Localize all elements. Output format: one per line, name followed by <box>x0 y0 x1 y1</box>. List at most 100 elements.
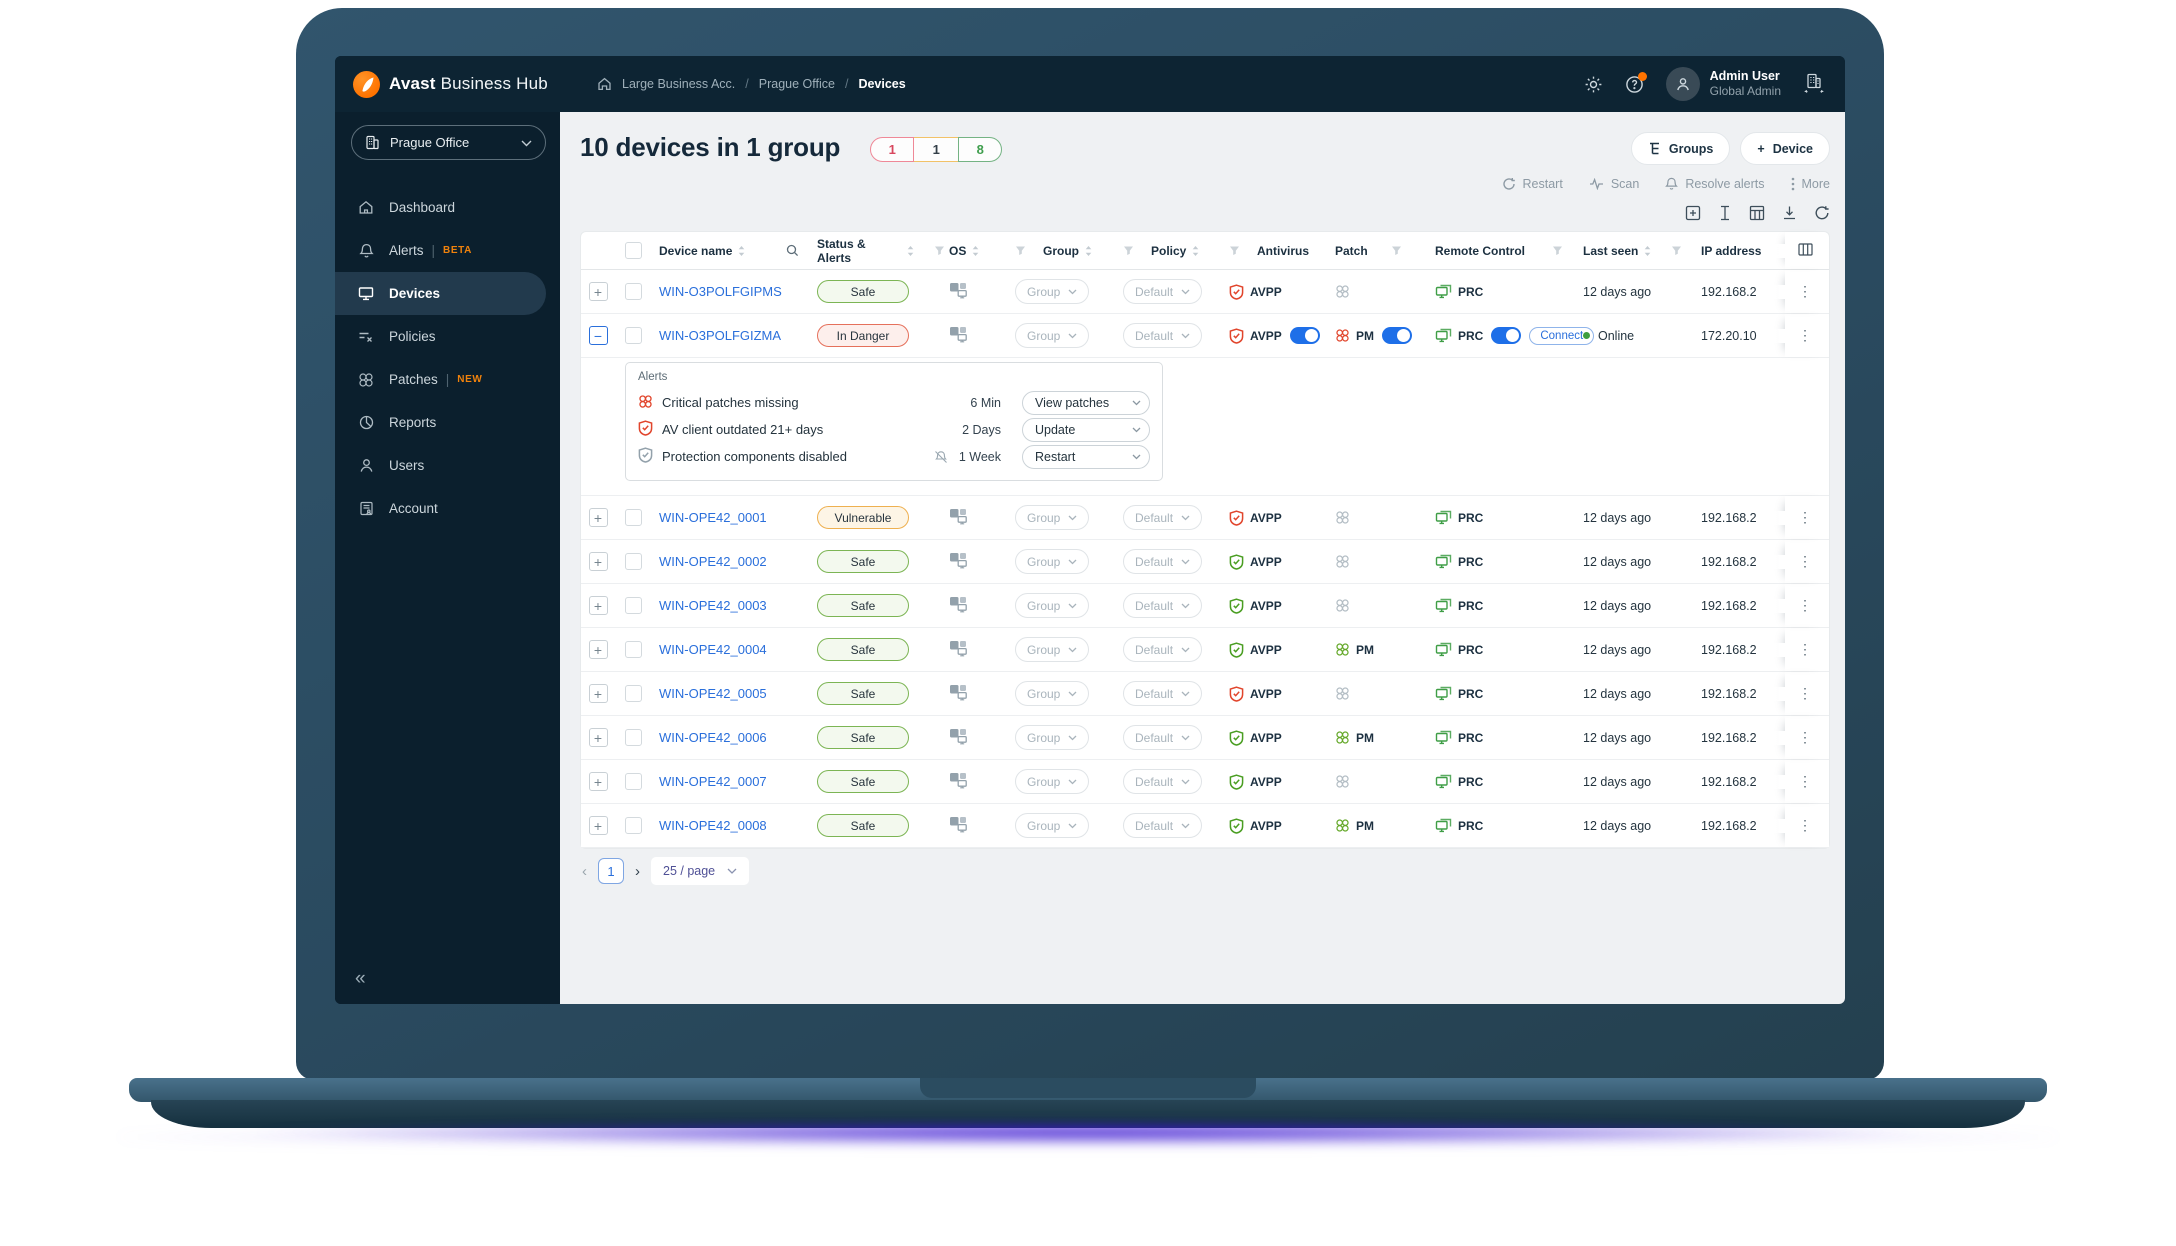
device-name-link[interactable]: WIN-OPE42_0005 <box>659 686 767 701</box>
device-name-link[interactable]: WIN-OPE42_0002 <box>659 554 767 569</box>
patch-toggle[interactable] <box>1382 327 1412 344</box>
sidebar-item-devices[interactable]: Devices <box>335 272 546 315</box>
row-expander[interactable]: + <box>588 282 608 301</box>
home-icon[interactable] <box>597 77 612 91</box>
row-menu-icon[interactable]: ⋮ <box>1798 817 1812 833</box>
policy-select[interactable]: Default <box>1123 637 1203 662</box>
help-icon[interactable] <box>1625 71 1647 94</box>
update-button[interactable]: Update <box>1022 417 1150 442</box>
group-select[interactable]: Group <box>1015 813 1090 838</box>
row-menu-icon[interactable]: ⋮ <box>1798 685 1812 701</box>
row-expander[interactable]: + <box>588 816 608 835</box>
row-expander[interactable]: − <box>588 326 608 345</box>
device-name-link[interactable]: WIN-OPE42_0006 <box>659 730 767 745</box>
column-settings-icon[interactable] <box>1797 242 1813 259</box>
row-expander[interactable]: + <box>588 596 608 615</box>
filter-icon[interactable] <box>934 245 945 256</box>
policy-select[interactable]: Default <box>1123 279 1203 304</box>
row-checkbox[interactable] <box>625 641 642 658</box>
policy-select[interactable]: Default <box>1123 549 1203 574</box>
sort-icon[interactable] <box>1191 245 1200 257</box>
col-device-name[interactable]: Device name <box>659 243 733 258</box>
row-checkbox[interactable] <box>625 327 642 344</box>
group-select[interactable]: Group <box>1015 279 1090 304</box>
filter-icon[interactable] <box>1229 245 1240 256</box>
settings-gear-icon[interactable] <box>1584 75 1603 94</box>
device-name-link[interactable]: WIN-O3POLFGIZMA <box>659 328 782 343</box>
sidebar-item-account[interactable]: Account <box>335 487 560 530</box>
company-switcher-icon[interactable] <box>1803 73 1825 95</box>
expand-all-icon[interactable] <box>1685 205 1701 221</box>
sort-icon[interactable] <box>906 245 915 257</box>
search-icon[interactable] <box>786 244 799 257</box>
row-expander[interactable]: + <box>588 640 608 659</box>
filter-icon[interactable] <box>1015 245 1026 256</box>
group-select[interactable]: Group <box>1015 549 1090 574</box>
row-menu-icon[interactable]: ⋮ <box>1798 773 1812 789</box>
filter-icon[interactable] <box>1552 245 1563 256</box>
policy-select[interactable]: Default <box>1123 813 1203 838</box>
device-name-link[interactable]: WIN-OPE42_0007 <box>659 774 767 789</box>
sidebar-item-patches[interactable]: Patches | NEW <box>335 358 560 401</box>
select-all-checkbox[interactable] <box>625 242 642 259</box>
row-checkbox[interactable] <box>625 773 642 790</box>
row-checkbox[interactable] <box>625 729 642 746</box>
filter-icon[interactable] <box>1671 245 1682 256</box>
sidebar-item-policies[interactable]: Policies <box>335 315 560 358</box>
device-name-link[interactable]: WIN-OPE42_0003 <box>659 598 767 613</box>
row-menu-icon[interactable]: ⋮ <box>1798 641 1812 657</box>
filter-icon[interactable] <box>1391 245 1402 256</box>
safe-count-badge[interactable]: 8 <box>958 137 1003 162</box>
device-name-link[interactable]: WIN-OPE42_0001 <box>659 510 767 525</box>
text-size-icon[interactable] <box>1718 205 1732 221</box>
breadcrumb-mid[interactable]: Prague Office <box>758 77 835 91</box>
group-select[interactable]: Group <box>1015 725 1090 750</box>
restart-action[interactable]: Restart <box>1502 177 1563 191</box>
device-name-link[interactable]: WIN-OPE42_0004 <box>659 642 767 657</box>
col-remote-control[interactable]: Remote Control <box>1435 243 1525 258</box>
policy-select[interactable]: Default <box>1123 323 1203 348</box>
row-checkbox[interactable] <box>625 509 642 526</box>
antivirus-toggle[interactable] <box>1289 327 1320 344</box>
col-last-seen[interactable]: Last seen <box>1583 243 1639 258</box>
per-page-select[interactable]: 25 / page <box>651 857 750 885</box>
sort-icon[interactable] <box>1084 245 1093 257</box>
sort-icon[interactable] <box>971 245 980 257</box>
row-expander[interactable]: + <box>588 552 608 571</box>
sidebar-collapse-button[interactable]: « <box>355 968 366 989</box>
device-name-link[interactable]: WIN-OPE42_0008 <box>659 818 767 833</box>
export-download-icon[interactable] <box>1782 205 1797 221</box>
group-select[interactable]: Group <box>1015 323 1090 348</box>
sidebar-item-users[interactable]: Users <box>335 444 560 487</box>
site-selector[interactable]: Prague Office <box>351 125 546 160</box>
table-view-icon[interactable] <box>1749 205 1765 221</box>
group-select[interactable]: Group <box>1015 769 1090 794</box>
col-patch[interactable]: Patch <box>1335 243 1368 258</box>
row-expander[interactable]: + <box>588 508 608 527</box>
scan-action[interactable]: Scan <box>1589 177 1639 191</box>
row-expander[interactable]: + <box>588 728 608 747</box>
page-number[interactable]: 1 <box>598 858 624 884</box>
policy-select[interactable]: Default <box>1123 769 1203 794</box>
next-page-icon[interactable]: › <box>635 862 640 880</box>
sidebar-item-alerts[interactable]: Alerts | BETA <box>335 229 560 272</box>
sidebar-item-reports[interactable]: Reports <box>335 401 560 444</box>
row-checkbox[interactable] <box>625 597 642 614</box>
row-menu-icon[interactable]: ⋮ <box>1798 327 1812 343</box>
row-menu-icon[interactable]: ⋮ <box>1798 509 1812 525</box>
prev-page-icon[interactable]: ‹ <box>582 862 587 880</box>
col-status[interactable]: Status & Alerts <box>817 236 866 265</box>
groups-button[interactable]: Groups <box>1630 132 1731 165</box>
remote-control-toggle[interactable] <box>1491 327 1522 344</box>
row-checkbox[interactable] <box>625 817 642 834</box>
sort-icon[interactable] <box>1643 245 1652 257</box>
refresh-icon[interactable] <box>1814 205 1830 221</box>
danger-count-badge[interactable]: 1 <box>870 137 915 162</box>
col-ip-address[interactable]: IP address <box>1701 243 1762 258</box>
group-select[interactable]: Group <box>1015 681 1090 706</box>
col-group[interactable]: Group <box>1043 243 1079 258</box>
row-menu-icon[interactable]: ⋮ <box>1798 283 1812 299</box>
restart-button[interactable]: Restart <box>1022 444 1150 469</box>
row-checkbox[interactable] <box>625 553 642 570</box>
breadcrumb-root[interactable]: Large Business Acc. <box>622 77 736 91</box>
